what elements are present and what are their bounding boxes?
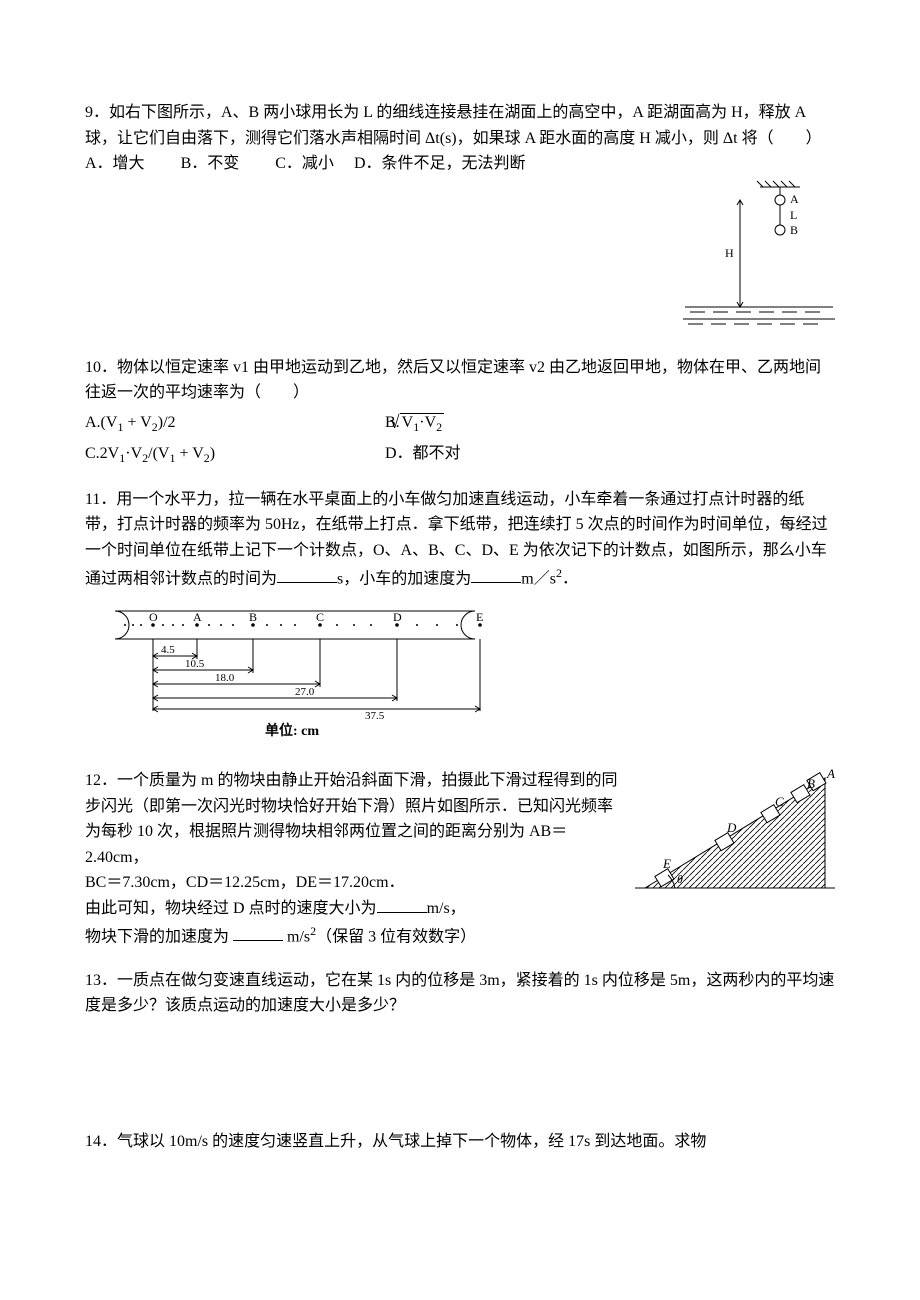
q11-stem2: s，小车的加速度为: [337, 570, 471, 587]
q9-opt-d: D．条件不足，无法判断: [354, 155, 526, 172]
q10-opt-c: C.2V1·V2/(V1 + V2): [85, 441, 385, 468]
q9-label-h: H: [725, 246, 734, 260]
q12-stem3b: m/s，: [427, 900, 466, 917]
q10-c-p5: ): [210, 445, 215, 462]
q11-pt-c: C: [316, 610, 324, 624]
q9-label-b: B: [790, 223, 798, 237]
q11-blank1: [277, 566, 337, 583]
q10-a-p2: + V: [123, 414, 151, 431]
q9-label-a: A: [790, 192, 799, 206]
q11-pt-e: E: [476, 610, 483, 624]
question-11: 11．用一个水平力，拉一辆在水平桌面上的小车做匀加速直线运动，小车牵着一条通过打…: [85, 487, 835, 750]
question-9: 9．如右下图所示，A、B 两小球用长为 L 的细线连接悬挂在湖面上的高空中，A …: [85, 100, 835, 337]
q12-lc: C: [775, 794, 784, 809]
q13-stem: 13．一质点在做匀变速直线运动，它在某 1s 内的位移是 3m，紧接着的 1s …: [85, 968, 835, 1019]
q11-pt-d: D: [393, 610, 402, 624]
q9-options: A．增大 B．不变 C．减小 D．条件不足，无法判断: [85, 151, 835, 177]
q11-m27: 27.0: [295, 686, 315, 698]
question-10: 10．物体以恒定速率 v1 由甲地运动到乙地，然后又以恒定速率 v2 由乙地返回…: [85, 355, 835, 469]
q10-opt-a: A.(V1 + V2)/2: [85, 410, 385, 437]
q11-pt-a: A: [193, 610, 202, 624]
question-13: 13．一质点在做匀变速直线运动，它在某 1s 内的位移是 3m，紧接着的 1s …: [85, 968, 835, 1019]
question-12: A B C D E θ 12．一个质量为 m 的物块由静止开始沿斜面下滑，拍摄此…: [85, 768, 835, 949]
q10-a-p1: A.(V: [85, 414, 117, 431]
q9-figure: A L B H: [665, 177, 835, 337]
q12-blank1: [377, 896, 427, 913]
q12-ld: D: [726, 820, 737, 835]
q9-opt-b: B．不变: [181, 155, 240, 172]
q12-stem5: m/s: [283, 928, 310, 945]
q9-stem: 9．如右下图所示，A、B 两小球用长为 L 的细线连接悬挂在湖面上的高空中，A …: [85, 100, 835, 151]
q10-a-p3: )/2: [158, 414, 176, 431]
q12-stem1: 12．一个质量为 m 的物块由静止开始沿斜面下滑，拍摄此下滑过程得到的同步闪光（…: [85, 772, 617, 866]
q12-blank2: [233, 924, 283, 941]
q11-pt-o: O: [149, 610, 158, 624]
q12-la: A: [826, 768, 835, 781]
q10-c-p2: ·V: [125, 445, 142, 462]
q11-m105: 10.5: [185, 658, 205, 670]
q11-m18: 18.0: [215, 672, 235, 684]
q12-stem6: （保留 3 位有效数字）: [316, 928, 476, 945]
q11-unit: 单位: cm: [265, 722, 319, 739]
q11-stem3: m／s: [521, 570, 556, 587]
q11-figure: O A B C D E 4.5 10.5: [85, 601, 835, 750]
q10-c-p4: + V: [175, 445, 203, 462]
q12-stem3: 由此可知，物块经过 D 点时的速度大小为: [85, 900, 377, 917]
q12-stem4: 物块下滑的加速度为: [85, 928, 233, 945]
q12-stem2: BC＝7.30cm，CD＝12.25cm，DE＝17.20cm．: [85, 874, 405, 891]
q9-opt-a: A．增大: [85, 155, 145, 172]
q11-m375: 37.5: [365, 710, 385, 722]
q12-le: E: [662, 856, 671, 871]
q10-c-p3: /(V: [148, 445, 169, 462]
q10-opt-b: B. V1·V2 √: [385, 410, 835, 437]
q11-blank2: [471, 566, 521, 583]
q10-b-v1: V: [402, 414, 414, 431]
q11-m45: 4.5: [161, 644, 175, 656]
q10-b-s2: 2: [436, 420, 442, 434]
q12-theta: θ: [677, 872, 683, 886]
q14-stem: 14．气球以 10m/s 的速度匀速竖直上升，从气球上掉下一个物体，经 17s …: [85, 1129, 835, 1155]
q9-opt-c: C．减小: [275, 155, 334, 172]
q11-stem4: ．: [562, 570, 578, 587]
q10-opt-d: D．都不对: [385, 441, 835, 468]
q12-figure: A B C D E θ: [635, 768, 835, 907]
q11-pt-b: B: [249, 610, 257, 624]
q12-lb: B: [807, 776, 815, 791]
q10-b-v2: V: [425, 414, 437, 431]
q10-c-p1: C.2V: [85, 445, 119, 462]
q10-stem: 10．物体以恒定速率 v1 由甲地运动到乙地，然后又以恒定速率 v2 由乙地返回…: [85, 355, 835, 406]
q9-label-l: L: [790, 208, 797, 222]
question-14: 14．气球以 10m/s 的速度匀速竖直上升，从气球上掉下一个物体，经 17s …: [85, 1129, 835, 1155]
